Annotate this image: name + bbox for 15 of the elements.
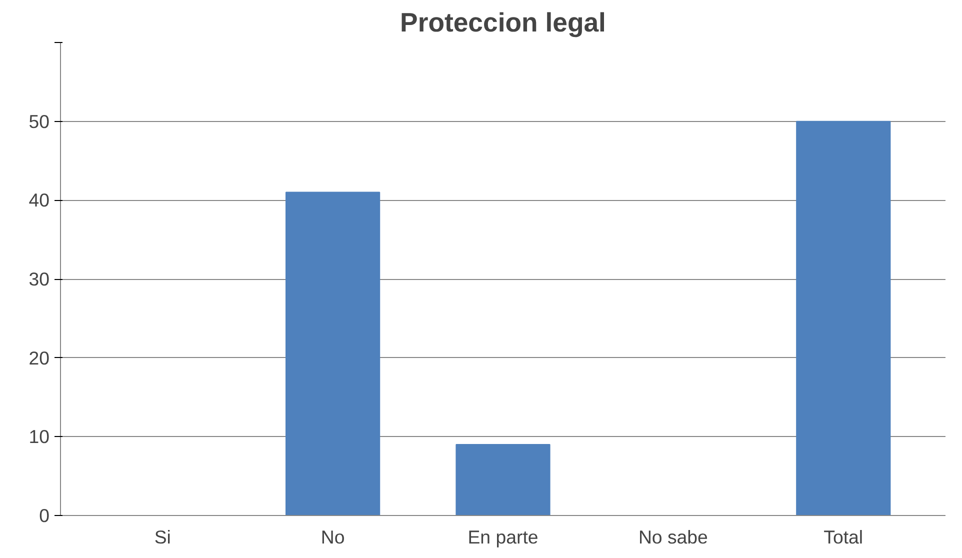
y-tick-label: 30 — [28, 268, 50, 290]
chart-title: Proteccion legal — [400, 8, 606, 38]
y-tick-label: 40 — [28, 190, 50, 211]
bar — [286, 192, 380, 516]
y-tick-label: 0 — [39, 505, 50, 526]
x-tick-label: No — [320, 526, 345, 548]
x-tick-label: Si — [154, 526, 171, 548]
y-tick-label: 10 — [28, 426, 50, 448]
x-tick-label: Total — [824, 526, 864, 548]
bar — [456, 444, 550, 516]
y-tick-label: 20 — [28, 347, 50, 368]
x-tick-label: En parte — [468, 526, 538, 548]
x-tick-label: No sabe — [638, 526, 708, 548]
y-tick-label: 50 — [28, 110, 50, 132]
bar — [796, 120, 891, 516]
